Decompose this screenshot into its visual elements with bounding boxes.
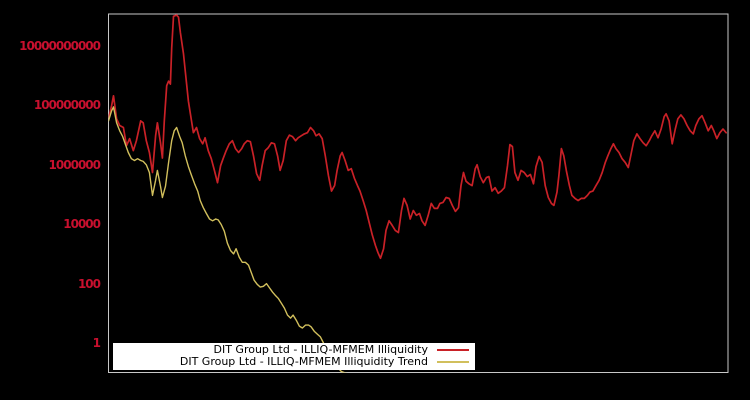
y-axis-tick-label: 10000000000 (19, 39, 101, 53)
y-axis-tick-label: 100 (77, 276, 101, 291)
legend-line-sample-trend (437, 361, 469, 363)
legend-entry-illiquidity: DIT Group Ltd - ILLIQ-MFMEM Illiquidity (113, 344, 475, 356)
legend-label-illiquidity: DIT Group Ltd - ILLIQ-MFMEM Illiquidity (213, 343, 428, 356)
legend-label-trend: DIT Group Ltd - ILLIQ-MFMEM Illiquidity … (179, 355, 428, 368)
series-line (108, 106, 348, 373)
legend: DIT Group Ltd - ILLIQ-MFMEM Illiquidity … (113, 343, 475, 370)
y-axis-tick-label: 1 (92, 336, 101, 350)
series-line (108, 14, 727, 260)
y-axis-tick-label: 10000 (63, 217, 101, 232)
y-axis-tick-label: 1000000 (48, 157, 101, 172)
legend-entry-trend: DIT Group Ltd - ILLIQ-MFMEM Illiquidity … (113, 356, 475, 368)
legend-line-sample-illiquidity (437, 349, 469, 351)
plot-frame (108, 13, 729, 373)
y-axis-tick-label: 100000000 (33, 98, 101, 113)
